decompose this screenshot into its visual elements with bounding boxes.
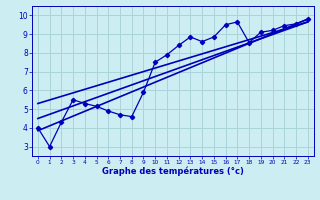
X-axis label: Graphe des températures (°c): Graphe des températures (°c)	[102, 167, 244, 176]
